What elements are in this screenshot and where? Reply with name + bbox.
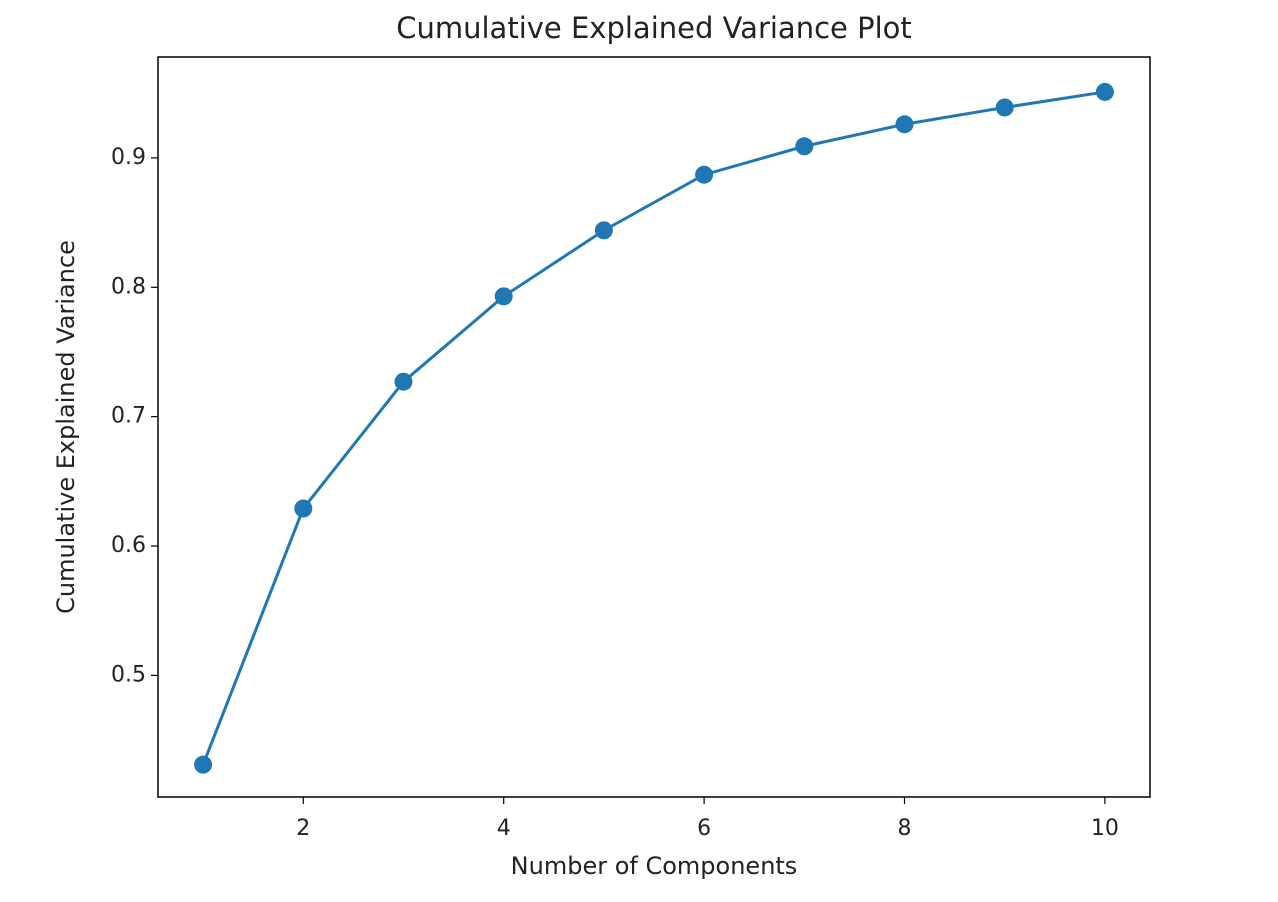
y-tick-label: 0.5 [111, 662, 146, 687]
x-axis-label: Number of Components [511, 852, 798, 880]
marker [194, 755, 213, 774]
marker [1095, 82, 1114, 101]
plot-frame [157, 56, 1151, 798]
y-tick-label: 0.6 [111, 533, 146, 558]
line [201, 90, 1106, 766]
x-tick-label: 8 [898, 816, 912, 841]
marker [895, 115, 914, 134]
marker [394, 372, 413, 391]
y-tick-label: 0.9 [111, 145, 146, 170]
x-tick-label: 4 [497, 816, 511, 841]
y-axis-label: Cumulative Explained Variance [52, 240, 80, 614]
x-tick-label: 2 [296, 816, 310, 841]
x-tick-label: 10 [1091, 816, 1119, 841]
marker [795, 137, 814, 156]
marker [494, 287, 513, 306]
y-tick-label: 0.8 [111, 274, 146, 299]
x-tick-label: 6 [697, 816, 711, 841]
marker [594, 221, 613, 240]
marker [995, 98, 1014, 117]
marker [294, 499, 313, 518]
y-tick-label: 0.7 [111, 404, 146, 429]
marker [695, 165, 714, 184]
chart-title: Cumulative Explained Variance Plot [396, 11, 912, 45]
